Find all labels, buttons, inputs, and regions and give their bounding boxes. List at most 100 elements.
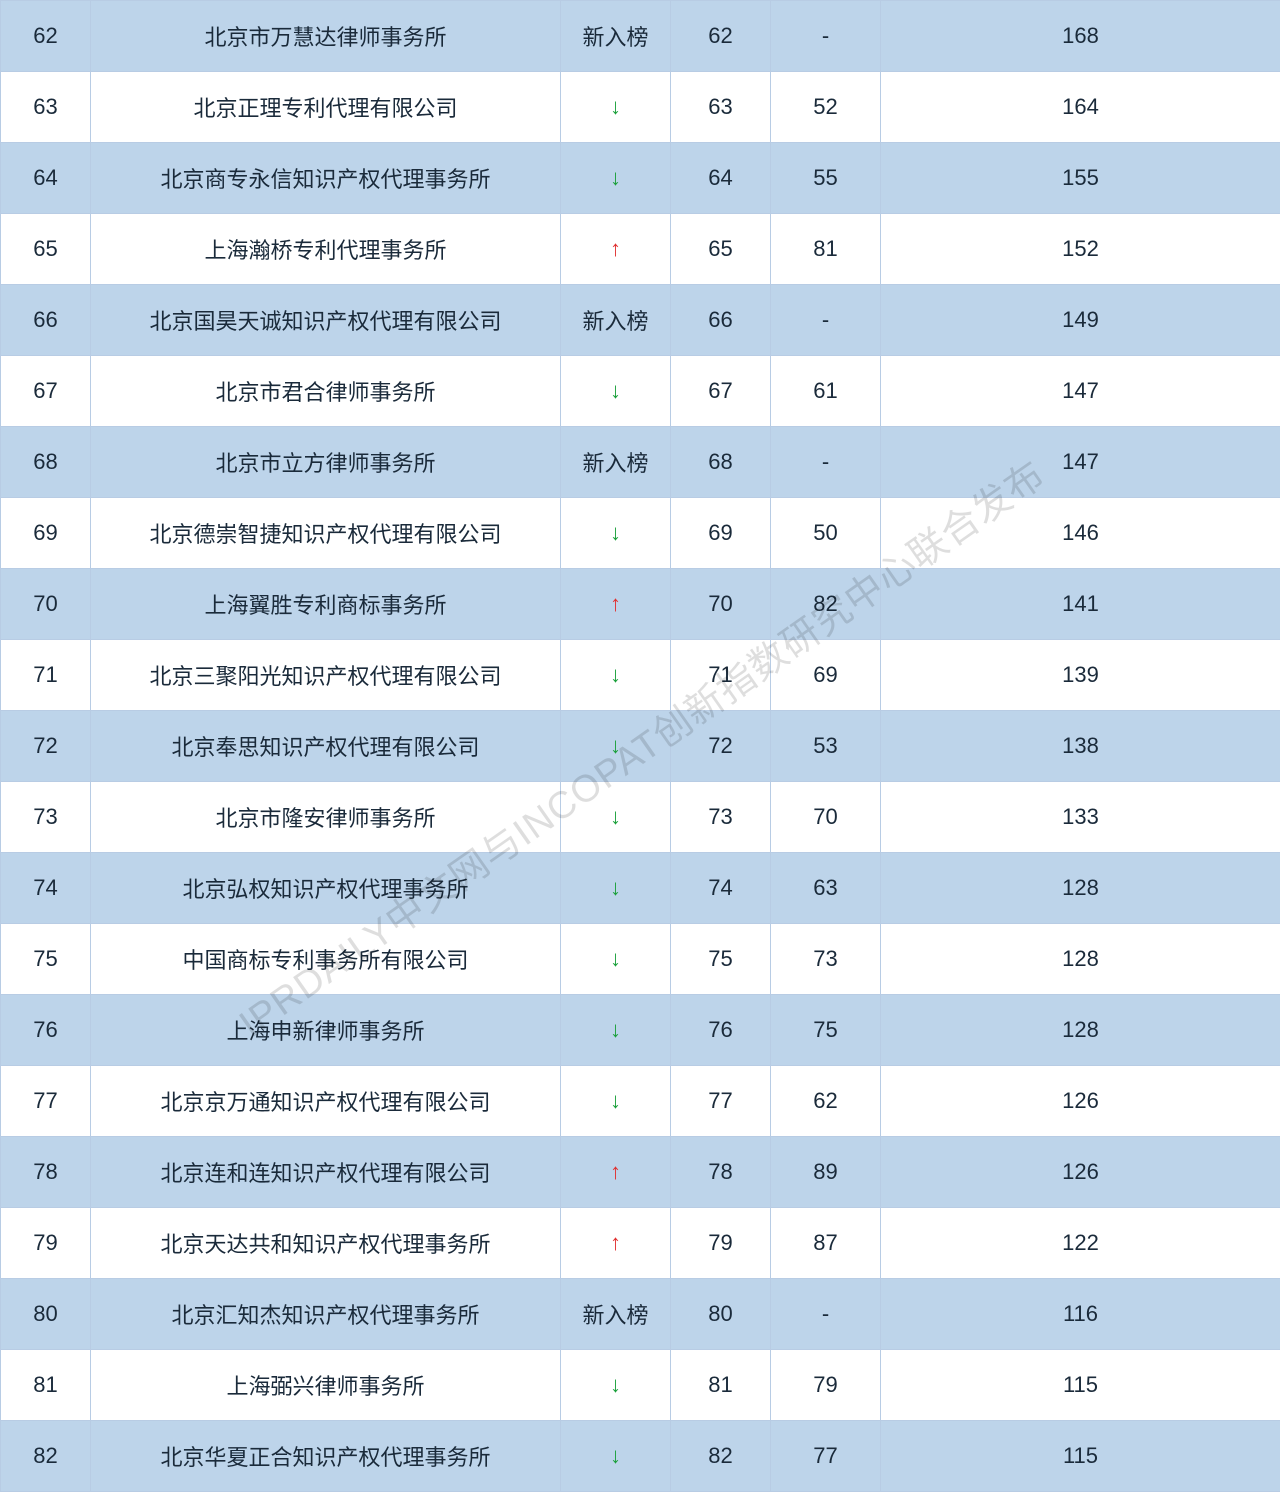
cell-prev-rank: 53 bbox=[771, 711, 881, 782]
cell-change: ↓ bbox=[561, 1421, 671, 1492]
table-row: 81上海弼兴律师事务所↓8179115 bbox=[1, 1350, 1280, 1421]
cell-change: ↑ bbox=[561, 214, 671, 285]
cell-rank: 63 bbox=[1, 72, 91, 143]
arrow-down-icon: ↓ bbox=[610, 875, 621, 900]
arrow-down-icon: ↓ bbox=[610, 733, 621, 758]
cell-rank: 64 bbox=[1, 143, 91, 214]
cell-value: 155 bbox=[881, 143, 1280, 214]
cell-name: 北京国昊天诚知识产权代理有限公司 bbox=[91, 285, 561, 356]
ranking-table: 62北京市万慧达律师事务所新入榜62-16863北京正理专利代理有限公司↓635… bbox=[0, 0, 1280, 1492]
cell-current-rank: 63 bbox=[671, 72, 771, 143]
cell-current-rank: 71 bbox=[671, 640, 771, 711]
new-entry-label: 新入榜 bbox=[582, 25, 648, 50]
arrow-down-icon: ↓ bbox=[610, 520, 621, 545]
cell-current-rank: 65 bbox=[671, 214, 771, 285]
arrow-down-icon: ↓ bbox=[610, 1443, 621, 1468]
table-row: 74北京弘权知识产权代理事务所↓7463128 bbox=[1, 853, 1280, 924]
table-row: 82北京华夏正合知识产权代理事务所↓8277115 bbox=[1, 1421, 1280, 1492]
cell-prev-rank: 61 bbox=[771, 356, 881, 427]
cell-value: 138 bbox=[881, 711, 1280, 782]
cell-prev-rank: 62 bbox=[771, 1066, 881, 1137]
cell-change: ↓ bbox=[561, 924, 671, 995]
cell-prev-rank: 82 bbox=[771, 569, 881, 640]
cell-name: 上海瀚桥专利代理事务所 bbox=[91, 214, 561, 285]
table-row: 79北京天达共和知识产权代理事务所↑7987122 bbox=[1, 1208, 1280, 1279]
table-row: 80北京汇知杰知识产权代理事务所新入榜80-116 bbox=[1, 1279, 1280, 1350]
cell-change: 新入榜 bbox=[561, 1279, 671, 1350]
cell-prev-rank: 69 bbox=[771, 640, 881, 711]
cell-rank: 69 bbox=[1, 498, 91, 569]
table-row: 72北京奉思知识产权代理有限公司↓7253138 bbox=[1, 711, 1280, 782]
cell-name: 北京汇知杰知识产权代理事务所 bbox=[91, 1279, 561, 1350]
cell-name: 中国商标专利事务所有限公司 bbox=[91, 924, 561, 995]
cell-rank: 82 bbox=[1, 1421, 91, 1492]
arrow-down-icon: ↓ bbox=[610, 94, 621, 119]
cell-name: 上海翼胜专利商标事务所 bbox=[91, 569, 561, 640]
cell-rank: 78 bbox=[1, 1137, 91, 1208]
cell-name: 北京商专永信知识产权代理事务所 bbox=[91, 143, 561, 214]
arrow-down-icon: ↓ bbox=[610, 1017, 621, 1042]
cell-rank: 68 bbox=[1, 427, 91, 498]
table-row: 69北京德崇智捷知识产权代理有限公司↓6950146 bbox=[1, 498, 1280, 569]
cell-prev-rank: - bbox=[771, 1279, 881, 1350]
cell-current-rank: 68 bbox=[671, 427, 771, 498]
cell-rank: 70 bbox=[1, 569, 91, 640]
table-row: 75中国商标专利事务所有限公司↓7573128 bbox=[1, 924, 1280, 995]
cell-value: 122 bbox=[881, 1208, 1280, 1279]
cell-prev-rank: 50 bbox=[771, 498, 881, 569]
arrow-up-icon: ↑ bbox=[610, 591, 621, 616]
cell-name: 北京华夏正合知识产权代理事务所 bbox=[91, 1421, 561, 1492]
cell-current-rank: 64 bbox=[671, 143, 771, 214]
cell-rank: 62 bbox=[1, 1, 91, 72]
cell-value: 126 bbox=[881, 1137, 1280, 1208]
cell-name: 上海弼兴律师事务所 bbox=[91, 1350, 561, 1421]
cell-change: 新入榜 bbox=[561, 285, 671, 356]
cell-name: 北京市立方律师事务所 bbox=[91, 427, 561, 498]
cell-rank: 74 bbox=[1, 853, 91, 924]
arrow-down-icon: ↓ bbox=[610, 804, 621, 829]
cell-name: 北京市君合律师事务所 bbox=[91, 356, 561, 427]
cell-value: 141 bbox=[881, 569, 1280, 640]
cell-current-rank: 80 bbox=[671, 1279, 771, 1350]
cell-name: 北京京万通知识产权代理有限公司 bbox=[91, 1066, 561, 1137]
cell-value: 133 bbox=[881, 782, 1280, 853]
table-row: 63北京正理专利代理有限公司↓6352164 bbox=[1, 72, 1280, 143]
cell-prev-rank: - bbox=[771, 285, 881, 356]
table-row: 67北京市君合律师事务所↓6761147 bbox=[1, 356, 1280, 427]
arrow-up-icon: ↑ bbox=[610, 1230, 621, 1255]
table-row: 71北京三聚阳光知识产权代理有限公司↓7169139 bbox=[1, 640, 1280, 711]
cell-change: ↓ bbox=[561, 1350, 671, 1421]
cell-rank: 81 bbox=[1, 1350, 91, 1421]
cell-change: ↓ bbox=[561, 1066, 671, 1137]
cell-name: 北京天达共和知识产权代理事务所 bbox=[91, 1208, 561, 1279]
arrow-down-icon: ↓ bbox=[610, 1088, 621, 1113]
cell-prev-rank: 52 bbox=[771, 72, 881, 143]
cell-current-rank: 62 bbox=[671, 1, 771, 72]
cell-change: ↓ bbox=[561, 356, 671, 427]
cell-rank: 77 bbox=[1, 1066, 91, 1137]
cell-current-rank: 74 bbox=[671, 853, 771, 924]
ranking-table-wrap: 62北京市万慧达律师事务所新入榜62-16863北京正理专利代理有限公司↓635… bbox=[0, 0, 1280, 1492]
cell-name: 北京连和连知识产权代理有限公司 bbox=[91, 1137, 561, 1208]
cell-change: ↑ bbox=[561, 1137, 671, 1208]
arrow-down-icon: ↓ bbox=[610, 662, 621, 687]
table-row: 78北京连和连知识产权代理有限公司↑7889126 bbox=[1, 1137, 1280, 1208]
cell-rank: 75 bbox=[1, 924, 91, 995]
cell-rank: 80 bbox=[1, 1279, 91, 1350]
cell-value: 168 bbox=[881, 1, 1280, 72]
cell-current-rank: 73 bbox=[671, 782, 771, 853]
cell-value: 116 bbox=[881, 1279, 1280, 1350]
cell-current-rank: 67 bbox=[671, 356, 771, 427]
cell-change: ↓ bbox=[561, 995, 671, 1066]
cell-name: 北京正理专利代理有限公司 bbox=[91, 72, 561, 143]
cell-change: ↓ bbox=[561, 72, 671, 143]
cell-current-rank: 78 bbox=[671, 1137, 771, 1208]
cell-change: ↓ bbox=[561, 498, 671, 569]
cell-change: ↑ bbox=[561, 569, 671, 640]
cell-prev-rank: 79 bbox=[771, 1350, 881, 1421]
cell-prev-rank: 73 bbox=[771, 924, 881, 995]
new-entry-label: 新入榜 bbox=[582, 1303, 648, 1328]
arrow-up-icon: ↑ bbox=[610, 236, 621, 261]
table-row: 77北京京万通知识产权代理有限公司↓7762126 bbox=[1, 1066, 1280, 1137]
table-row: 66北京国昊天诚知识产权代理有限公司新入榜66-149 bbox=[1, 285, 1280, 356]
